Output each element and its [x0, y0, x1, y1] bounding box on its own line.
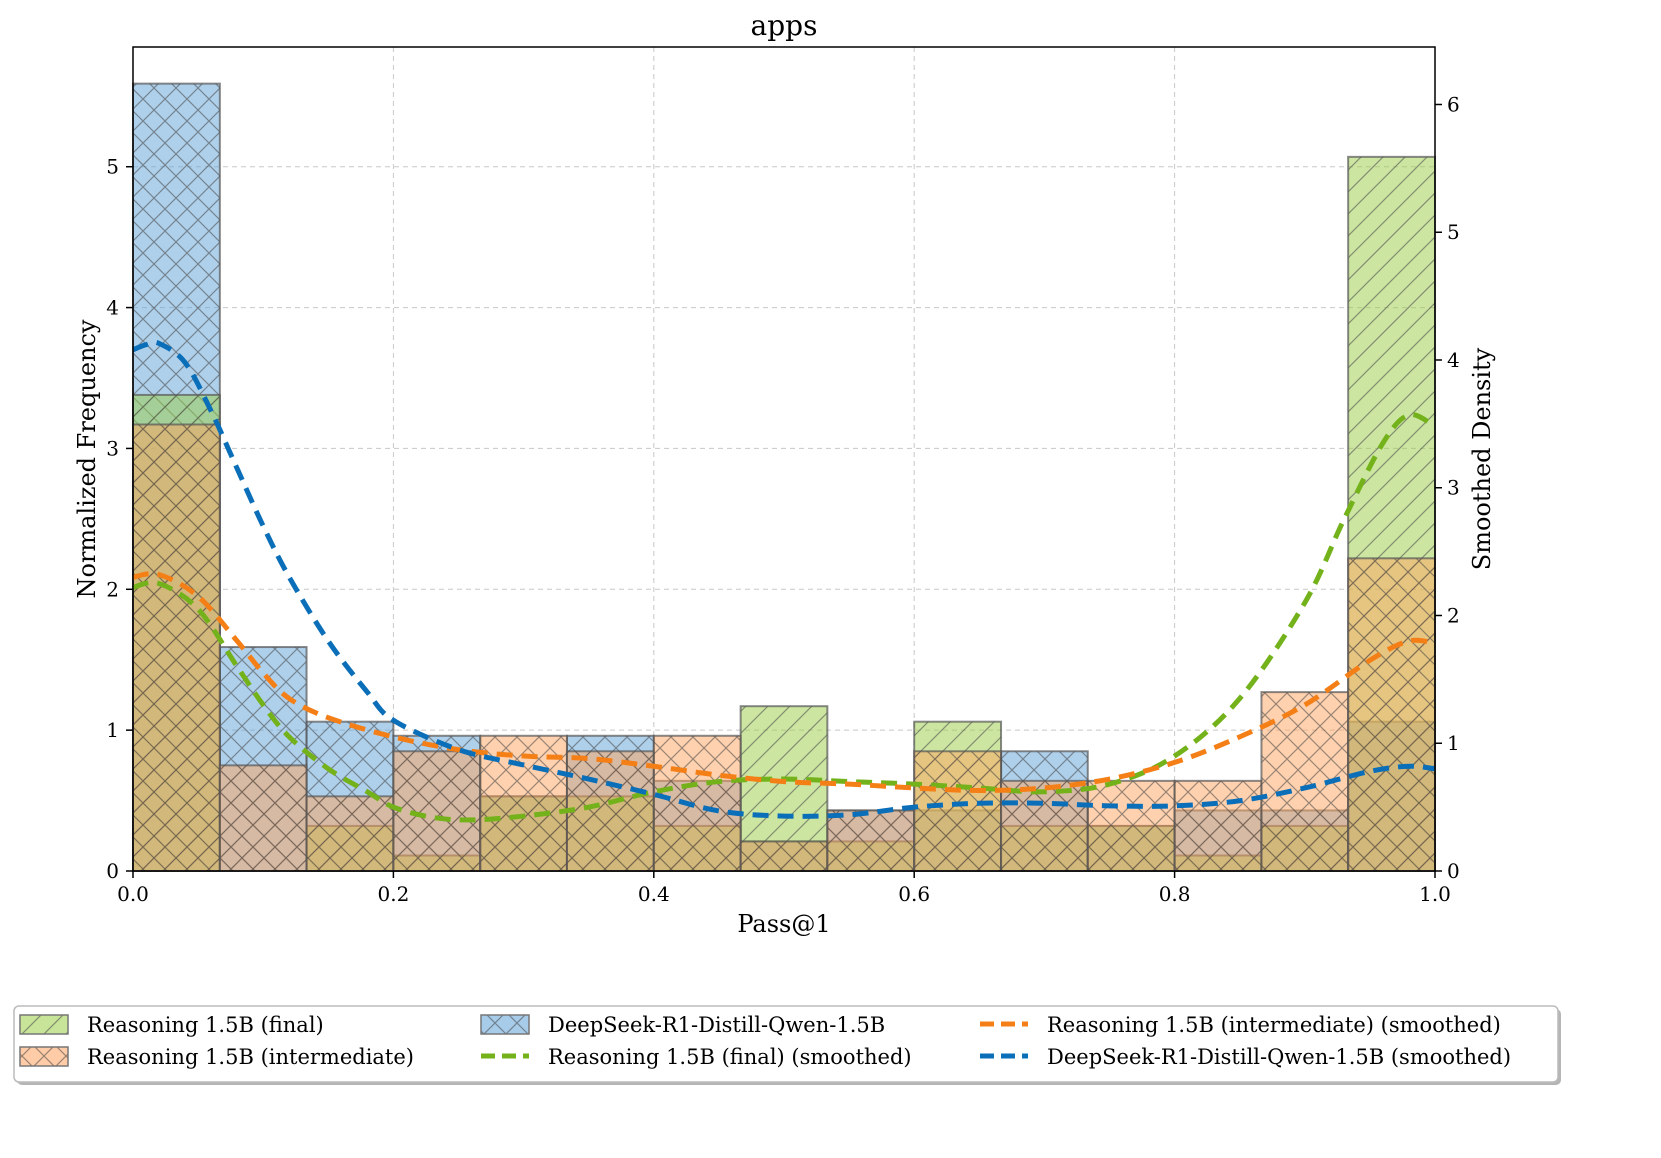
histogram-bar-hatch — [1086, 779, 1176, 872]
legend-label: DeepSeek-R1-Distill-Qwen-1.5B — [548, 1013, 885, 1037]
x-tick-label: 0.0 — [117, 882, 149, 906]
y2-tick-label: 3 — [1447, 476, 1460, 500]
legend-item: Reasoning 1.5B (intermediate) — [19, 1045, 414, 1069]
y2-tick-label: 5 — [1447, 220, 1460, 244]
histogram-bar-hatch — [652, 734, 742, 872]
histogram-bar-hatch — [218, 764, 308, 872]
y-tick-label: 4 — [106, 296, 119, 320]
x-tick-label: 0.2 — [377, 882, 409, 906]
histogram-bar-hatch — [826, 809, 916, 873]
smoothed-density-line — [133, 412, 1435, 823]
legend-label: Reasoning 1.5B (final) (smoothed) — [548, 1045, 912, 1069]
y-axis-label: Normalized Frequency — [73, 319, 101, 598]
legend-swatch-hatch — [19, 1014, 69, 1035]
y-tick-label: 5 — [106, 155, 119, 179]
histogram-bar-hatch — [1173, 779, 1263, 872]
y2-tick-label: 2 — [1447, 603, 1460, 627]
smoothed-density-line — [133, 339, 1435, 819]
histogram-bar-hatch — [305, 795, 395, 872]
legend-item: Reasoning 1.5B (intermediate) (smoothed) — [980, 1013, 1501, 1037]
bar-series — [132, 423, 1437, 873]
y-tick-label: 1 — [106, 718, 119, 742]
legend-label: DeepSeek-R1-Distill-Qwen-1.5B (smoothed) — [1047, 1045, 1511, 1069]
histogram-bar-hatch — [739, 840, 829, 873]
legend-box — [13, 1005, 1559, 1083]
histogram-bar-hatch — [1000, 779, 1089, 872]
smoothed-lines — [133, 339, 1435, 823]
legend-item: DeepSeek-R1-Distill-Qwen-1.5B — [480, 1013, 885, 1037]
y2-tick-label: 0 — [1447, 859, 1460, 883]
legend-label: Reasoning 1.5B (intermediate) (smoothed) — [1047, 1013, 1501, 1037]
histogram-bar-hatch — [132, 423, 221, 872]
histogram-bar-hatch — [392, 750, 482, 872]
x-tick-label: 1.0 — [1419, 882, 1451, 906]
legend-swatch-hatch — [19, 1046, 69, 1067]
histogram-bars — [132, 82, 1437, 873]
y2-tick-label: 1 — [1447, 731, 1460, 755]
histogram-bar-hatch — [913, 750, 1003, 872]
y2-axis-label: Smoothed Density — [1468, 347, 1496, 570]
x-axis-label: Pass@1 — [737, 910, 830, 938]
plot-frame — [132, 46, 1436, 872]
y2-tick-label: 4 — [1447, 348, 1460, 372]
legend-item: Reasoning 1.5B (final) — [19, 1013, 324, 1037]
chart-title: apps — [751, 9, 818, 42]
x-tick-label: 0.8 — [1159, 882, 1191, 906]
legend-label: Reasoning 1.5B (final) — [87, 1013, 324, 1037]
y2-tick-label: 6 — [1447, 92, 1460, 116]
legend-label: Reasoning 1.5B (intermediate) — [87, 1045, 414, 1069]
y-tick-label: 3 — [106, 436, 119, 460]
histogram-bar-hatch — [1347, 557, 1437, 872]
legend-item: DeepSeek-R1-Distill-Qwen-1.5B (smoothed) — [980, 1045, 1511, 1069]
histogram-bar-hatch — [565, 750, 655, 872]
x-tick-label: 0.6 — [898, 882, 930, 906]
y-tick-label: 2 — [106, 577, 119, 601]
legend-swatch-hatch — [480, 1014, 530, 1035]
y-tick-label: 0 — [106, 859, 119, 883]
legend-item: Reasoning 1.5B (final) (smoothed) — [481, 1045, 912, 1069]
x-tick-label: 0.4 — [638, 882, 670, 906]
legend: Reasoning 1.5B (final) Reasoning 1.5B (in… — [13, 1005, 1561, 1085]
smoothed-density-line — [133, 571, 1435, 794]
